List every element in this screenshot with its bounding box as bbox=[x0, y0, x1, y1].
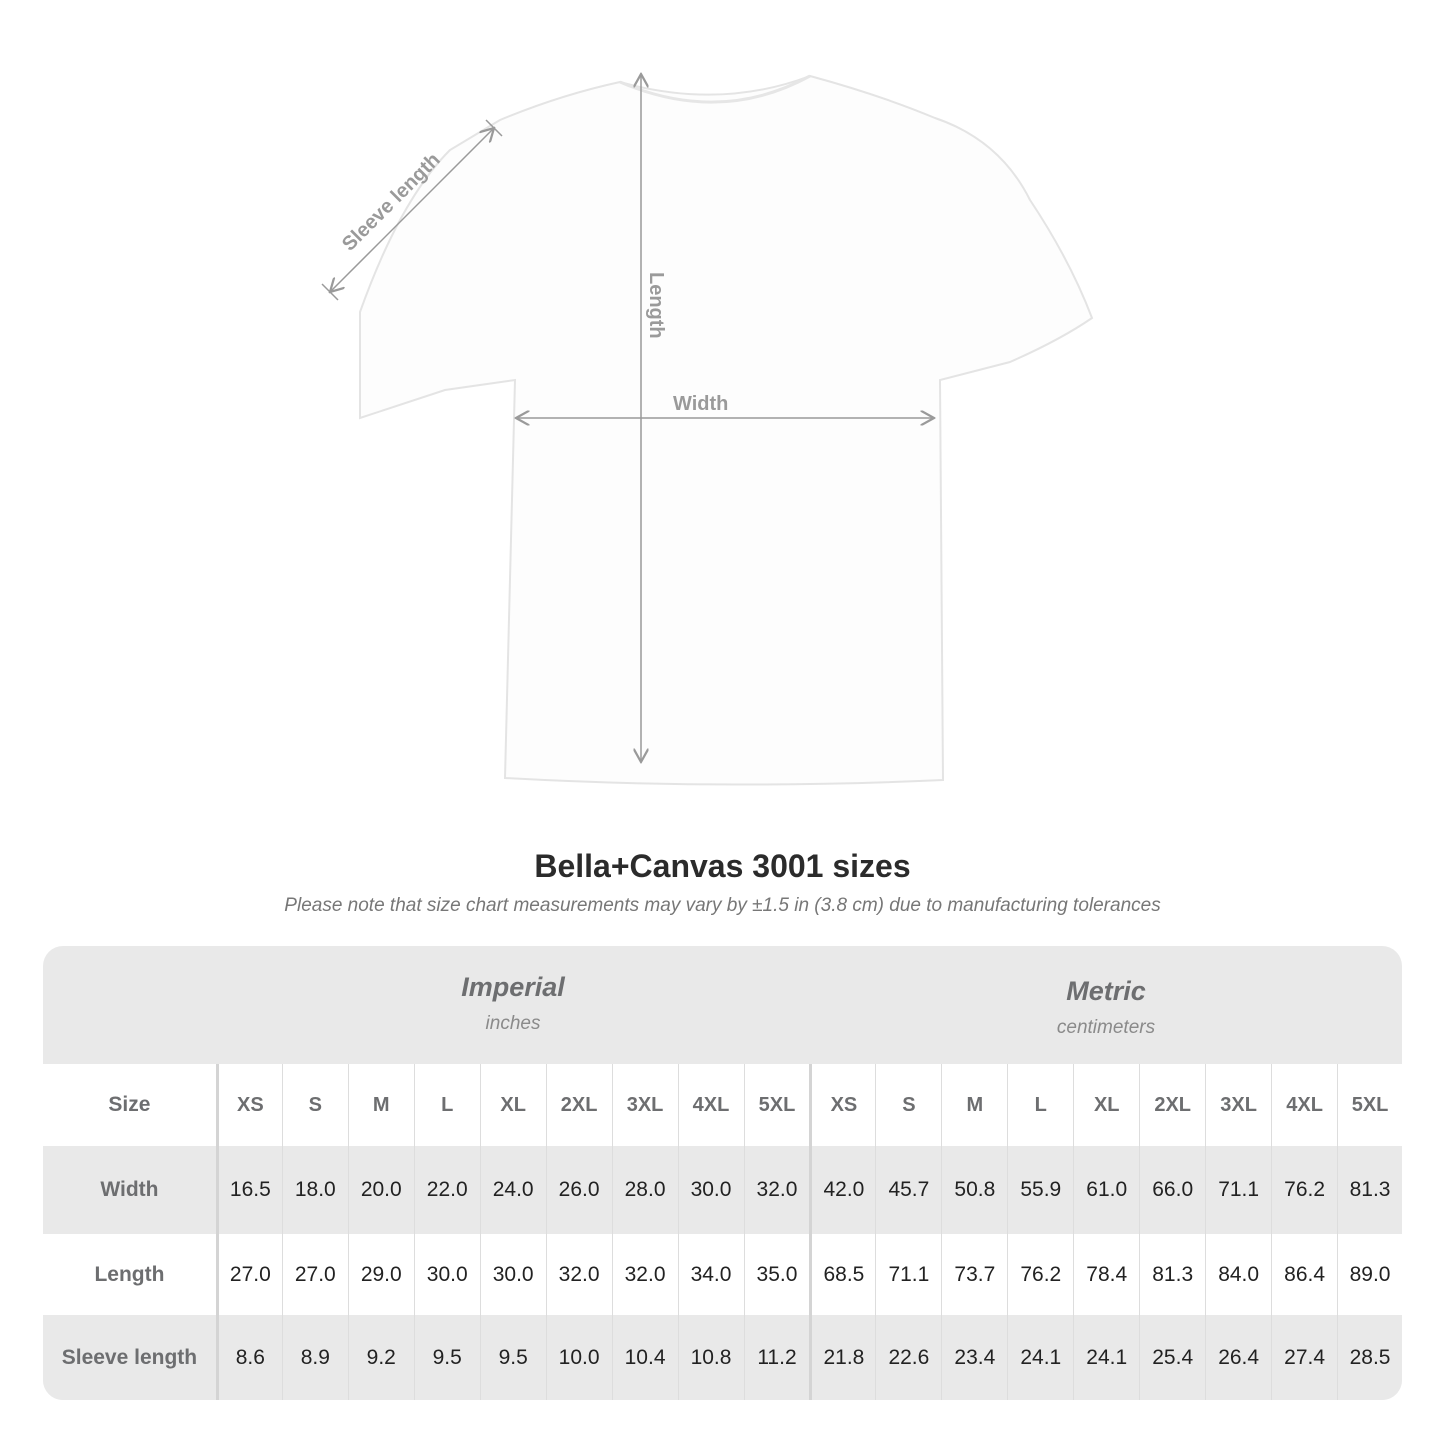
size-header-cell: 4XL bbox=[677, 1064, 744, 1146]
value-cell: 9.5 bbox=[413, 1315, 480, 1400]
value-cell: 30.0 bbox=[479, 1234, 546, 1315]
size-header-cell: 2XL bbox=[1139, 1064, 1205, 1146]
value-cell: 9.5 bbox=[479, 1315, 546, 1400]
size-header-cell: XL bbox=[1073, 1064, 1139, 1146]
imperial-unit: inches bbox=[485, 1013, 541, 1034]
value-cell: 89.0 bbox=[1337, 1234, 1402, 1315]
size-header-cell: M bbox=[347, 1064, 414, 1146]
value-cell: 26.0 bbox=[545, 1146, 612, 1234]
value-cell: 32.0 bbox=[743, 1146, 810, 1234]
row-label: Width bbox=[100, 1178, 159, 1201]
value-cell: 24.1 bbox=[1073, 1315, 1139, 1400]
value-cell: 66.0 bbox=[1139, 1146, 1205, 1234]
value-cell: 9.2 bbox=[347, 1315, 414, 1400]
value-cell: 10.4 bbox=[611, 1315, 678, 1400]
metric-header: Metric centimeters bbox=[810, 946, 1402, 1064]
value-cell: 26.4 bbox=[1205, 1315, 1271, 1400]
value-cell: 24.0 bbox=[479, 1146, 546, 1234]
row-label: Length bbox=[94, 1262, 165, 1286]
value-cell: 78.4 bbox=[1073, 1234, 1139, 1315]
size-header-cell: XS bbox=[809, 1064, 875, 1146]
value-cell: 76.2 bbox=[1271, 1146, 1337, 1234]
size-header-cell: 3XL bbox=[611, 1064, 678, 1146]
value-cell: 10.0 bbox=[545, 1315, 612, 1400]
value-cell: 28.0 bbox=[611, 1146, 678, 1234]
metric-unit: centimeters bbox=[1056, 1017, 1156, 1038]
length-label: Length bbox=[645, 272, 667, 339]
value-cell: 35.0 bbox=[743, 1234, 810, 1315]
value-cell: 28.5 bbox=[1337, 1315, 1402, 1400]
value-cell: 42.0 bbox=[809, 1146, 875, 1234]
value-cell: 55.9 bbox=[1007, 1146, 1073, 1234]
value-cell: 76.2 bbox=[1007, 1234, 1073, 1315]
value-cell: 27.0 bbox=[215, 1234, 282, 1315]
row-label: Sleeve length bbox=[61, 1345, 198, 1369]
table-row: Width 16.5 18.0 20.0 22.0 24.0 26.0 28.0 30.0 32.… bbox=[43, 1146, 1402, 1234]
tshirt-shape bbox=[358, 74, 1094, 786]
value-cell: 8.6 bbox=[215, 1315, 282, 1400]
value-cell: 73.7 bbox=[941, 1234, 1007, 1315]
size-header-cell: S bbox=[281, 1064, 348, 1146]
value-cell: 50.8 bbox=[941, 1146, 1007, 1234]
value-cell: 32.0 bbox=[545, 1234, 612, 1315]
metric-title: Metric bbox=[1066, 976, 1146, 1006]
sleeve-length-arrow bbox=[330, 128, 494, 292]
size-header-cell: 3XL bbox=[1205, 1064, 1271, 1146]
value-cell: 25.4 bbox=[1139, 1315, 1205, 1400]
value-cell: 21.8 bbox=[809, 1315, 875, 1400]
size-header-cell: XS bbox=[215, 1064, 282, 1146]
value-cell: 24.1 bbox=[1007, 1315, 1073, 1400]
table-row: Length 27.0 27.0 29.0 30.0 30.0 32.0 32.0 34.0 35… bbox=[43, 1234, 1402, 1315]
value-cell: 8.9 bbox=[281, 1315, 348, 1400]
value-cell: 30.0 bbox=[413, 1234, 480, 1315]
tshirt-diagram: Sleeve length Length Width bbox=[321, 0, 1094, 786]
size-table: Imperial inches Metric centimeters Size X… bbox=[43, 946, 1402, 1400]
size-header-cell: 4XL bbox=[1271, 1064, 1337, 1146]
value-cell: 30.0 bbox=[677, 1146, 744, 1234]
value-cell: 61.0 bbox=[1073, 1146, 1139, 1234]
width-label: Width bbox=[673, 393, 728, 415]
value-cell: 84.0 bbox=[1205, 1234, 1271, 1315]
value-cell: 22.6 bbox=[875, 1315, 941, 1400]
value-cell: 18.0 bbox=[281, 1146, 348, 1234]
imperial-title: Imperial bbox=[461, 972, 565, 1002]
value-cell: 27.4 bbox=[1271, 1315, 1337, 1400]
size-header-cell: 5XL bbox=[743, 1064, 810, 1146]
value-cell: 81.3 bbox=[1139, 1234, 1205, 1315]
size-header-cell: S bbox=[875, 1064, 941, 1146]
tolerance-note: Please note that size chart measurements… bbox=[284, 895, 1161, 916]
value-cell: 11.2 bbox=[743, 1315, 810, 1400]
page-title: Bella+Canvas 3001 sizes bbox=[534, 848, 911, 884]
value-cell: 23.4 bbox=[941, 1315, 1007, 1400]
size-header-cell: M bbox=[941, 1064, 1007, 1146]
value-cell: 16.5 bbox=[215, 1146, 282, 1234]
value-cell: 20.0 bbox=[347, 1146, 414, 1234]
value-cell: 32.0 bbox=[611, 1234, 678, 1315]
value-cell: 68.5 bbox=[809, 1234, 875, 1315]
row-label: Size bbox=[108, 1093, 151, 1116]
value-cell: 45.7 bbox=[875, 1146, 941, 1234]
size-header-cell: L bbox=[1007, 1064, 1073, 1146]
size-header-cell: 2XL bbox=[545, 1064, 612, 1146]
value-cell: 22.0 bbox=[413, 1146, 480, 1234]
value-cell: 34.0 bbox=[677, 1234, 744, 1315]
size-header-cell: 5XL bbox=[1337, 1064, 1402, 1146]
value-cell: 81.3 bbox=[1337, 1146, 1402, 1234]
value-cell: 29.0 bbox=[347, 1234, 414, 1315]
value-cell: 71.1 bbox=[1205, 1146, 1271, 1234]
size-header-row: Size XS S M L XL 2XL 3XL 4XL 5XL XS S M L XL 2XL 3XL 4XL 5… bbox=[43, 1064, 1402, 1146]
size-header-cell: XL bbox=[479, 1064, 546, 1146]
value-cell: 10.8 bbox=[677, 1315, 744, 1400]
value-cell: 86.4 bbox=[1271, 1234, 1337, 1315]
size-header-cell: L bbox=[413, 1064, 480, 1146]
table-row: Sleeve length 8.6 8.9 9.2 9.5 9.5 10.0 10.4 10.8… bbox=[43, 1315, 1402, 1400]
imperial-header: Imperial inches bbox=[216, 946, 810, 1064]
value-cell: 27.0 bbox=[281, 1234, 348, 1315]
value-cell: 71.1 bbox=[875, 1234, 941, 1315]
